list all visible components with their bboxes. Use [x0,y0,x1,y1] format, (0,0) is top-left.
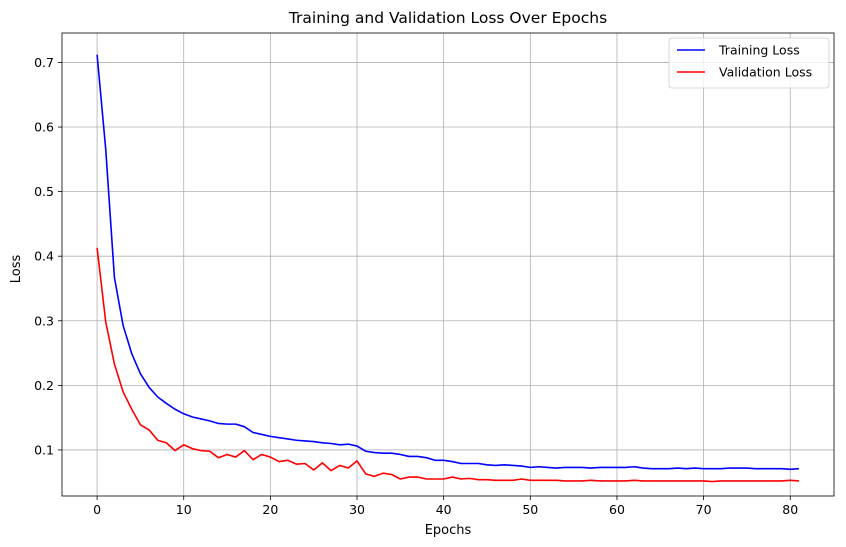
x-axis-label: Epochs [425,523,472,538]
x-tick-label: 20 [262,502,278,517]
x-tick-label: 40 [436,502,452,517]
y-axis-label: Loss [9,255,24,284]
y-tick-label: 0.6 [34,120,54,135]
x-tick-label: 60 [609,502,625,517]
legend: Training Loss Validation Loss [668,37,830,89]
y-axis-ticks: 0.1 0.2 0.3 0.4 0.5 0.6 0.7 [34,55,62,457]
y-tick-label: 0.1 [34,442,54,457]
x-tick-label: 0 [93,502,101,517]
legend-label-validation-loss: Validation Loss [719,65,812,80]
x-tick-label: 70 [696,502,712,517]
y-tick-label: 0.5 [34,184,54,199]
legend-box [668,37,830,89]
x-axis-ticks: 0 10 20 30 40 50 60 70 80 [93,496,798,517]
series-line-validation-loss [96,247,799,483]
grid [62,33,834,496]
x-tick-label: 80 [782,502,798,517]
series-line-training-loss [96,54,799,471]
y-tick-label: 0.4 [34,249,54,264]
chart-title: Training and Validation Loss Over Epochs [288,9,607,27]
plot-frame [61,32,835,497]
y-tick-label: 0.2 [34,378,54,393]
x-tick-label: 30 [349,502,365,517]
x-tick-label: 10 [176,502,192,517]
legend-label-training-loss: Training Loss [718,43,800,58]
y-tick-label: 0.3 [34,313,54,328]
y-tick-label: 0.7 [34,55,54,70]
x-tick-label: 50 [522,502,538,517]
series-lines [96,54,799,483]
